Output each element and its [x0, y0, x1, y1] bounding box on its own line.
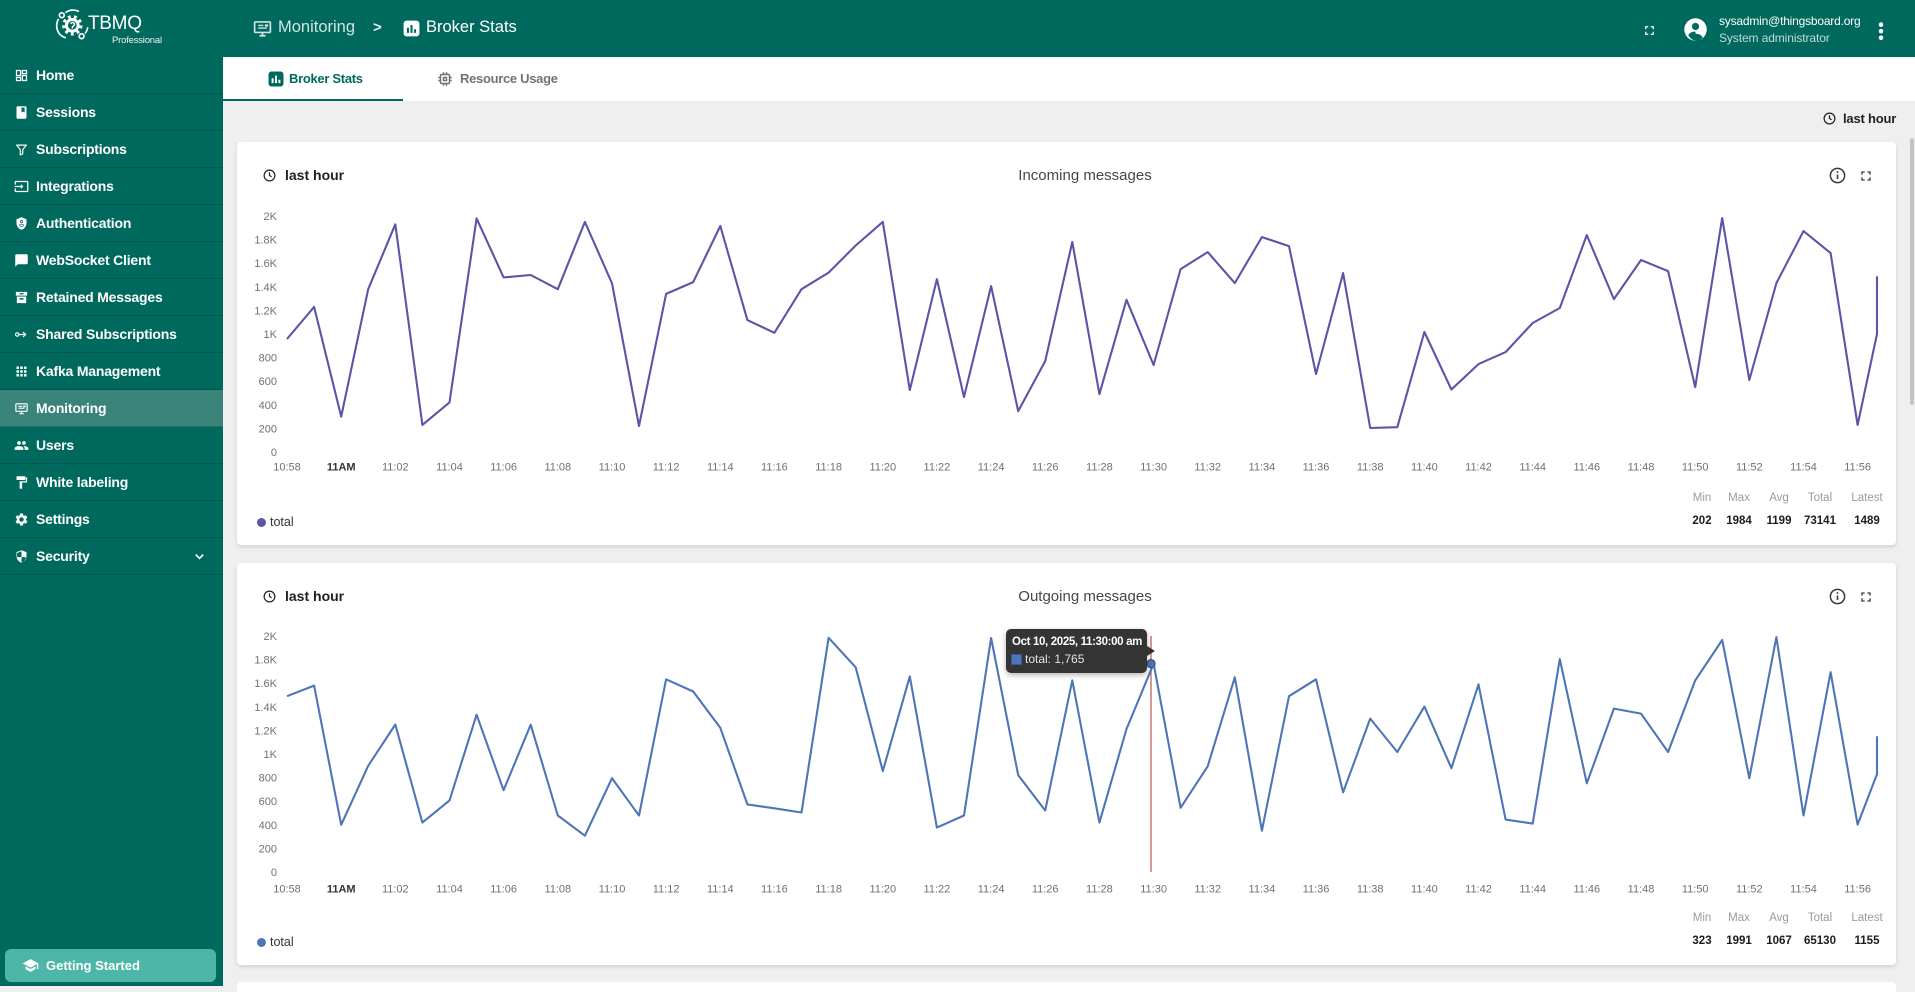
svg-text:11:08: 11:08	[544, 462, 571, 474]
svg-text:11:48: 11:48	[1628, 884, 1655, 896]
svg-text:11:54: 11:54	[1790, 462, 1817, 474]
svg-text:11:02: 11:02	[382, 884, 409, 896]
svg-text:1.2K: 1.2K	[254, 305, 277, 317]
svg-text:200: 200	[259, 843, 277, 855]
svg-text:1.6K: 1.6K	[254, 678, 277, 690]
svg-text:11:48: 11:48	[1628, 462, 1655, 474]
svg-text:11:28: 11:28	[1086, 884, 1113, 896]
svg-text:11:14: 11:14	[707, 884, 734, 896]
svg-text:11:30: 11:30	[1140, 462, 1167, 474]
svg-text:11:38: 11:38	[1357, 462, 1384, 474]
svg-text:2K: 2K	[264, 631, 278, 643]
svg-text:11:20: 11:20	[869, 462, 896, 474]
svg-text:11:56: 11:56	[1844, 462, 1871, 474]
svg-text:11:50: 11:50	[1682, 884, 1709, 896]
svg-text:11:24: 11:24	[978, 884, 1005, 896]
svg-text:11:10: 11:10	[599, 884, 626, 896]
svg-text:11:12: 11:12	[653, 884, 680, 896]
svg-text:1K: 1K	[264, 749, 278, 761]
svg-text:11:40: 11:40	[1411, 462, 1438, 474]
svg-text:11:22: 11:22	[924, 462, 951, 474]
svg-text:11:34: 11:34	[1249, 462, 1276, 474]
svg-text:400: 400	[259, 400, 277, 412]
svg-text:11:18: 11:18	[815, 462, 842, 474]
svg-text:1.8K: 1.8K	[254, 235, 277, 247]
svg-text:11:26: 11:26	[1032, 884, 1059, 896]
svg-text:11:26: 11:26	[1032, 462, 1059, 474]
svg-text:11:44: 11:44	[1519, 884, 1546, 896]
svg-text:11:04: 11:04	[436, 462, 463, 474]
svg-text:200: 200	[259, 423, 277, 435]
svg-text:11:22: 11:22	[924, 884, 951, 896]
svg-text:11:50: 11:50	[1682, 462, 1709, 474]
svg-text:600: 600	[259, 376, 277, 388]
svg-text:11:32: 11:32	[1194, 462, 1221, 474]
svg-text:11:38: 11:38	[1357, 884, 1384, 896]
svg-text:11:56: 11:56	[1844, 884, 1871, 896]
svg-text:600: 600	[259, 796, 277, 808]
svg-text:11:14: 11:14	[707, 462, 734, 474]
svg-text:400: 400	[259, 820, 277, 832]
svg-text:11:08: 11:08	[544, 884, 571, 896]
svg-text:11:52: 11:52	[1736, 884, 1763, 896]
svg-text:11:24: 11:24	[978, 462, 1005, 474]
svg-text:11:46: 11:46	[1573, 884, 1600, 896]
svg-text:11:06: 11:06	[490, 462, 517, 474]
svg-text:11:28: 11:28	[1086, 462, 1113, 474]
svg-text:10:58: 10:58	[273, 462, 301, 474]
svg-text:2K: 2K	[264, 211, 278, 223]
svg-text:11:46: 11:46	[1573, 462, 1600, 474]
svg-text:11:16: 11:16	[761, 884, 788, 896]
svg-text:11:52: 11:52	[1736, 462, 1763, 474]
svg-text:0: 0	[271, 447, 277, 459]
svg-text:11:40: 11:40	[1411, 884, 1438, 896]
svg-text:1K: 1K	[264, 329, 278, 341]
svg-text:11:12: 11:12	[653, 462, 680, 474]
svg-text:1.6K: 1.6K	[254, 258, 277, 270]
svg-text:11:30: 11:30	[1140, 884, 1167, 896]
svg-text:11:04: 11:04	[436, 884, 463, 896]
svg-text:800: 800	[259, 773, 277, 785]
svg-text:1.8K: 1.8K	[254, 655, 277, 667]
svg-text:11AM: 11AM	[327, 462, 356, 474]
svg-text:1.4K: 1.4K	[254, 702, 277, 714]
svg-text:11:42: 11:42	[1465, 462, 1492, 474]
svg-text:11:18: 11:18	[815, 884, 842, 896]
svg-text:11:36: 11:36	[1303, 884, 1330, 896]
svg-text:11:16: 11:16	[761, 462, 788, 474]
svg-text:11:36: 11:36	[1303, 462, 1330, 474]
svg-text:11:42: 11:42	[1465, 884, 1492, 896]
svg-text:11:54: 11:54	[1790, 884, 1817, 896]
svg-text:11:44: 11:44	[1519, 462, 1546, 474]
svg-text:11AM: 11AM	[327, 884, 356, 896]
svg-text:0: 0	[271, 867, 277, 879]
svg-text:10:58: 10:58	[273, 884, 301, 896]
svg-text:11:06: 11:06	[490, 884, 517, 896]
svg-text:1.2K: 1.2K	[254, 725, 277, 737]
svg-text:800: 800	[259, 353, 277, 365]
svg-text:11:10: 11:10	[599, 462, 626, 474]
svg-text:1.4K: 1.4K	[254, 282, 277, 294]
svg-text:11:02: 11:02	[382, 462, 409, 474]
svg-text:11:32: 11:32	[1194, 884, 1221, 896]
svg-text:11:20: 11:20	[869, 884, 896, 896]
svg-text:11:34: 11:34	[1249, 884, 1276, 896]
